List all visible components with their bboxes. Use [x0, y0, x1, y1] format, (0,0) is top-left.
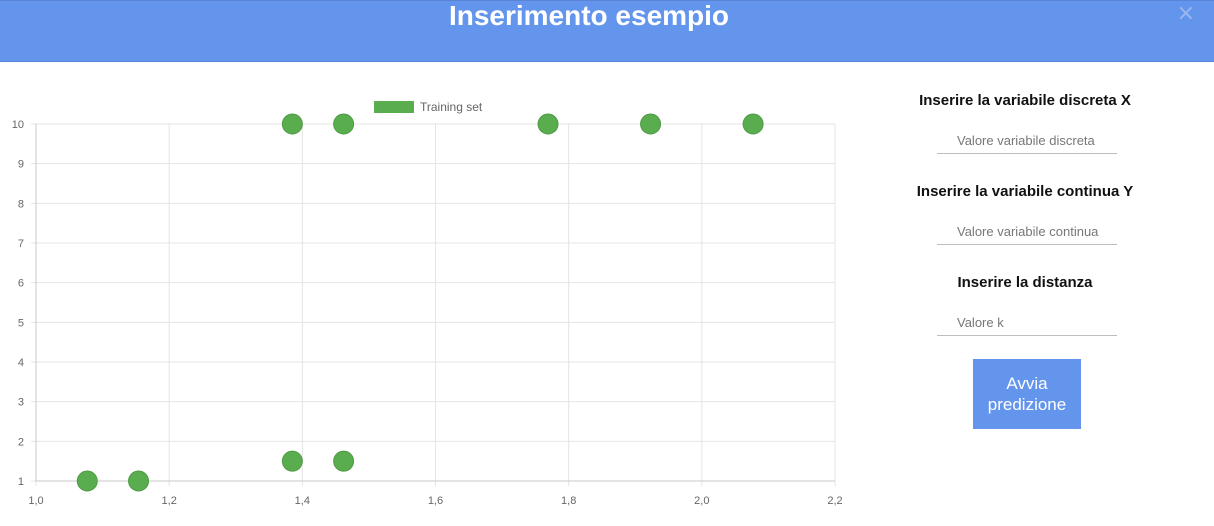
y-tick-label: 3 [18, 397, 24, 409]
data-point [742, 113, 764, 135]
y-variable-label: Inserire la variabile continua Y [916, 183, 1134, 200]
modal-title: Inserimento esempio [448, 0, 730, 31]
y-variable-input[interactable] [937, 219, 1117, 245]
close-icon[interactable]: × [1176, 1, 1195, 26]
data-point [333, 113, 355, 135]
training-set-chart: 1,0 1,2 1,4 1,6 1,8 2,0 2,2 1 2 3 4 5 6 7 8 9 10 Training… [12, 100, 843, 507]
k-distance-input[interactable] [937, 310, 1117, 336]
y-tick-label: 8 [18, 198, 24, 210]
y-tick-label: 5 [18, 317, 24, 329]
x-variable-label: Inserire la variabile discreta X [919, 92, 1131, 109]
data-point [333, 450, 355, 472]
x-tick-label: 1,8 [561, 495, 576, 507]
y-tick-label: 4 [18, 357, 24, 369]
data-point [76, 470, 98, 492]
x-tick-label: 1,2 [162, 495, 177, 507]
y-tick-label: 7 [18, 238, 24, 250]
legend-label: Training set [420, 100, 483, 114]
data-point [128, 470, 150, 492]
data-point [281, 113, 303, 135]
data-point [281, 450, 303, 472]
x-tick-label: 2,0 [694, 495, 709, 507]
data-point [537, 113, 559, 135]
x-tick-label: 2,2 [827, 495, 842, 507]
y-tick-label: 6 [18, 278, 24, 290]
y-tick-label: 10 [12, 119, 24, 131]
k-distance-label: Inserire la distanza [957, 274, 1093, 291]
x-variable-input[interactable] [937, 128, 1117, 154]
x-tick-label: 1,0 [28, 495, 43, 507]
y-tick-label: 9 [18, 159, 24, 171]
legend-swatch [374, 101, 414, 113]
y-tick-label: 1 [18, 476, 24, 488]
modal-header: Inserimento esempio × [0, 0, 1214, 62]
y-tick-label: 2 [18, 436, 24, 448]
data-point [640, 113, 662, 135]
start-prediction-button[interactable]: Avvia predizione [973, 359, 1081, 429]
x-tick-label: 1,6 [428, 495, 443, 507]
x-tick-label: 1,4 [295, 495, 310, 507]
